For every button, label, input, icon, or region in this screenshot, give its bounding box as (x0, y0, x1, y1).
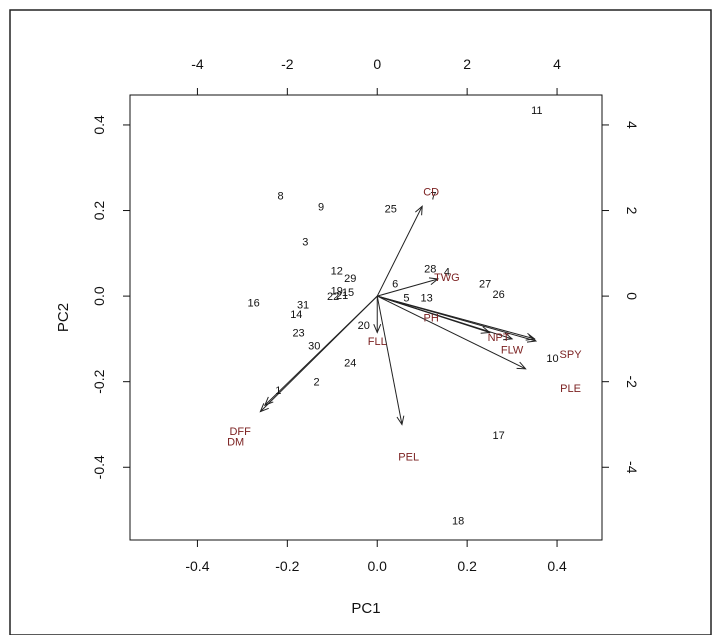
x-tick-label: 0.0 (368, 558, 388, 574)
loading-arrow-dm (259, 295, 378, 413)
axes: -0.4 -0.2 0.0 0.2 0.4 -0.4 -0.2 0.0 0.2 0.4 -4 -2 0 2… (91, 56, 640, 574)
y-tick-label: 0.0 (91, 286, 107, 306)
score-point-2: 2 (313, 377, 319, 389)
loading-label-npt: NPT (488, 332, 510, 344)
score-point-11: 11 (531, 105, 542, 117)
loading-arrow-cd (376, 205, 423, 297)
right-tick-label: -2 (624, 375, 640, 388)
score-labels: 1234567891011121314151617181920212223242… (247, 105, 558, 528)
score-point-29: 29 (344, 273, 356, 285)
loading-arrow-ple (377, 295, 527, 370)
score-point-21: 21 (336, 290, 348, 302)
loading-label-spy: SPY (560, 349, 583, 361)
y-tick-label: 0.4 (91, 115, 107, 135)
loading-arrow-npt (377, 295, 514, 341)
right-tick-label: -4 (624, 461, 640, 474)
y-tick-label: -0.2 (91, 369, 107, 393)
loading-arrows (259, 205, 538, 426)
x-tick-label: 0.4 (547, 558, 567, 574)
score-point-23: 23 (292, 327, 304, 339)
score-point-6: 6 (392, 278, 398, 290)
top-tick-label: 2 (463, 56, 471, 72)
score-point-15: 15 (342, 287, 354, 299)
score-point-28: 28 (424, 263, 436, 275)
score-point-7: 7 (430, 191, 436, 203)
score-point-4: 4 (444, 266, 450, 278)
loading-label-dm: DM (227, 437, 244, 449)
right-tick-label: 2 (624, 207, 640, 215)
top-tick-label: -2 (281, 56, 294, 72)
y-tick-label: 0.2 (91, 201, 107, 221)
score-point-24: 24 (344, 357, 356, 369)
loading-label-dff: DFF (229, 426, 251, 438)
score-point-14: 14 (290, 309, 302, 321)
score-point-26: 26 (492, 289, 504, 301)
plot-box (129, 94, 603, 541)
loading-label-ph: PH (424, 313, 439, 325)
score-point-19: 19 (331, 286, 343, 298)
loading-arrow-spy (377, 295, 538, 343)
loading-arrow-fll (373, 296, 382, 334)
loading-label-twg: TWG (434, 272, 460, 284)
loading-label-pel: PEL (398, 452, 419, 464)
score-point-1: 1 (275, 385, 281, 397)
score-point-18: 18 (452, 516, 464, 528)
score-point-8: 8 (278, 191, 284, 203)
loading-arrow-twg (377, 277, 440, 297)
x-tick-label: -0.2 (275, 558, 299, 574)
score-point-20: 20 (358, 320, 370, 332)
score-point-3: 3 (302, 236, 308, 248)
x-tick-label: -0.4 (185, 558, 209, 574)
score-point-25: 25 (385, 203, 397, 215)
score-point-12: 12 (331, 265, 343, 277)
loading-arrow-pel (376, 296, 405, 426)
score-point-13: 13 (421, 292, 433, 304)
y-axis-label: PC2 (55, 303, 72, 332)
score-point-9: 9 (318, 201, 324, 213)
figure-frame (9, 9, 712, 635)
score-point-22: 22 (327, 291, 339, 303)
right-tick-label: 4 (624, 121, 640, 129)
score-point-27: 27 (479, 278, 491, 290)
top-tick-label: -4 (191, 56, 204, 72)
y-tick-label: -0.4 (91, 455, 107, 479)
loading-label-ple: PLE (560, 383, 581, 395)
x-tick-label: 0.2 (457, 558, 477, 574)
score-point-5: 5 (403, 292, 409, 304)
score-point-17: 17 (492, 430, 504, 442)
score-point-31: 31 (297, 300, 309, 312)
score-point-30: 30 (308, 340, 320, 352)
top-tick-label: 0 (373, 56, 381, 72)
score-point-10: 10 (546, 353, 558, 365)
loading-label-flw: FLW (501, 345, 524, 357)
x-axis-label: PC1 (351, 600, 380, 617)
top-tick-label: 4 (553, 56, 561, 72)
right-tick-label: 0 (624, 292, 640, 300)
score-point-16: 16 (247, 298, 259, 310)
loading-label-cd: CD (423, 186, 439, 198)
loading-label-fll: FLL (368, 336, 387, 348)
